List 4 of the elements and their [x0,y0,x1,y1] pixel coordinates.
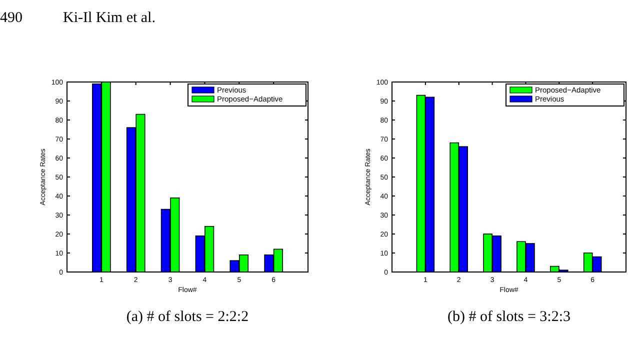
text: 490 [0,10,22,26]
text: (b) # of slots = 3:2:3 [447,309,571,325]
text: (a) # of slots = 2:2:2 [126,309,249,325]
text: Ki-Il Kim et al. [63,10,156,26]
